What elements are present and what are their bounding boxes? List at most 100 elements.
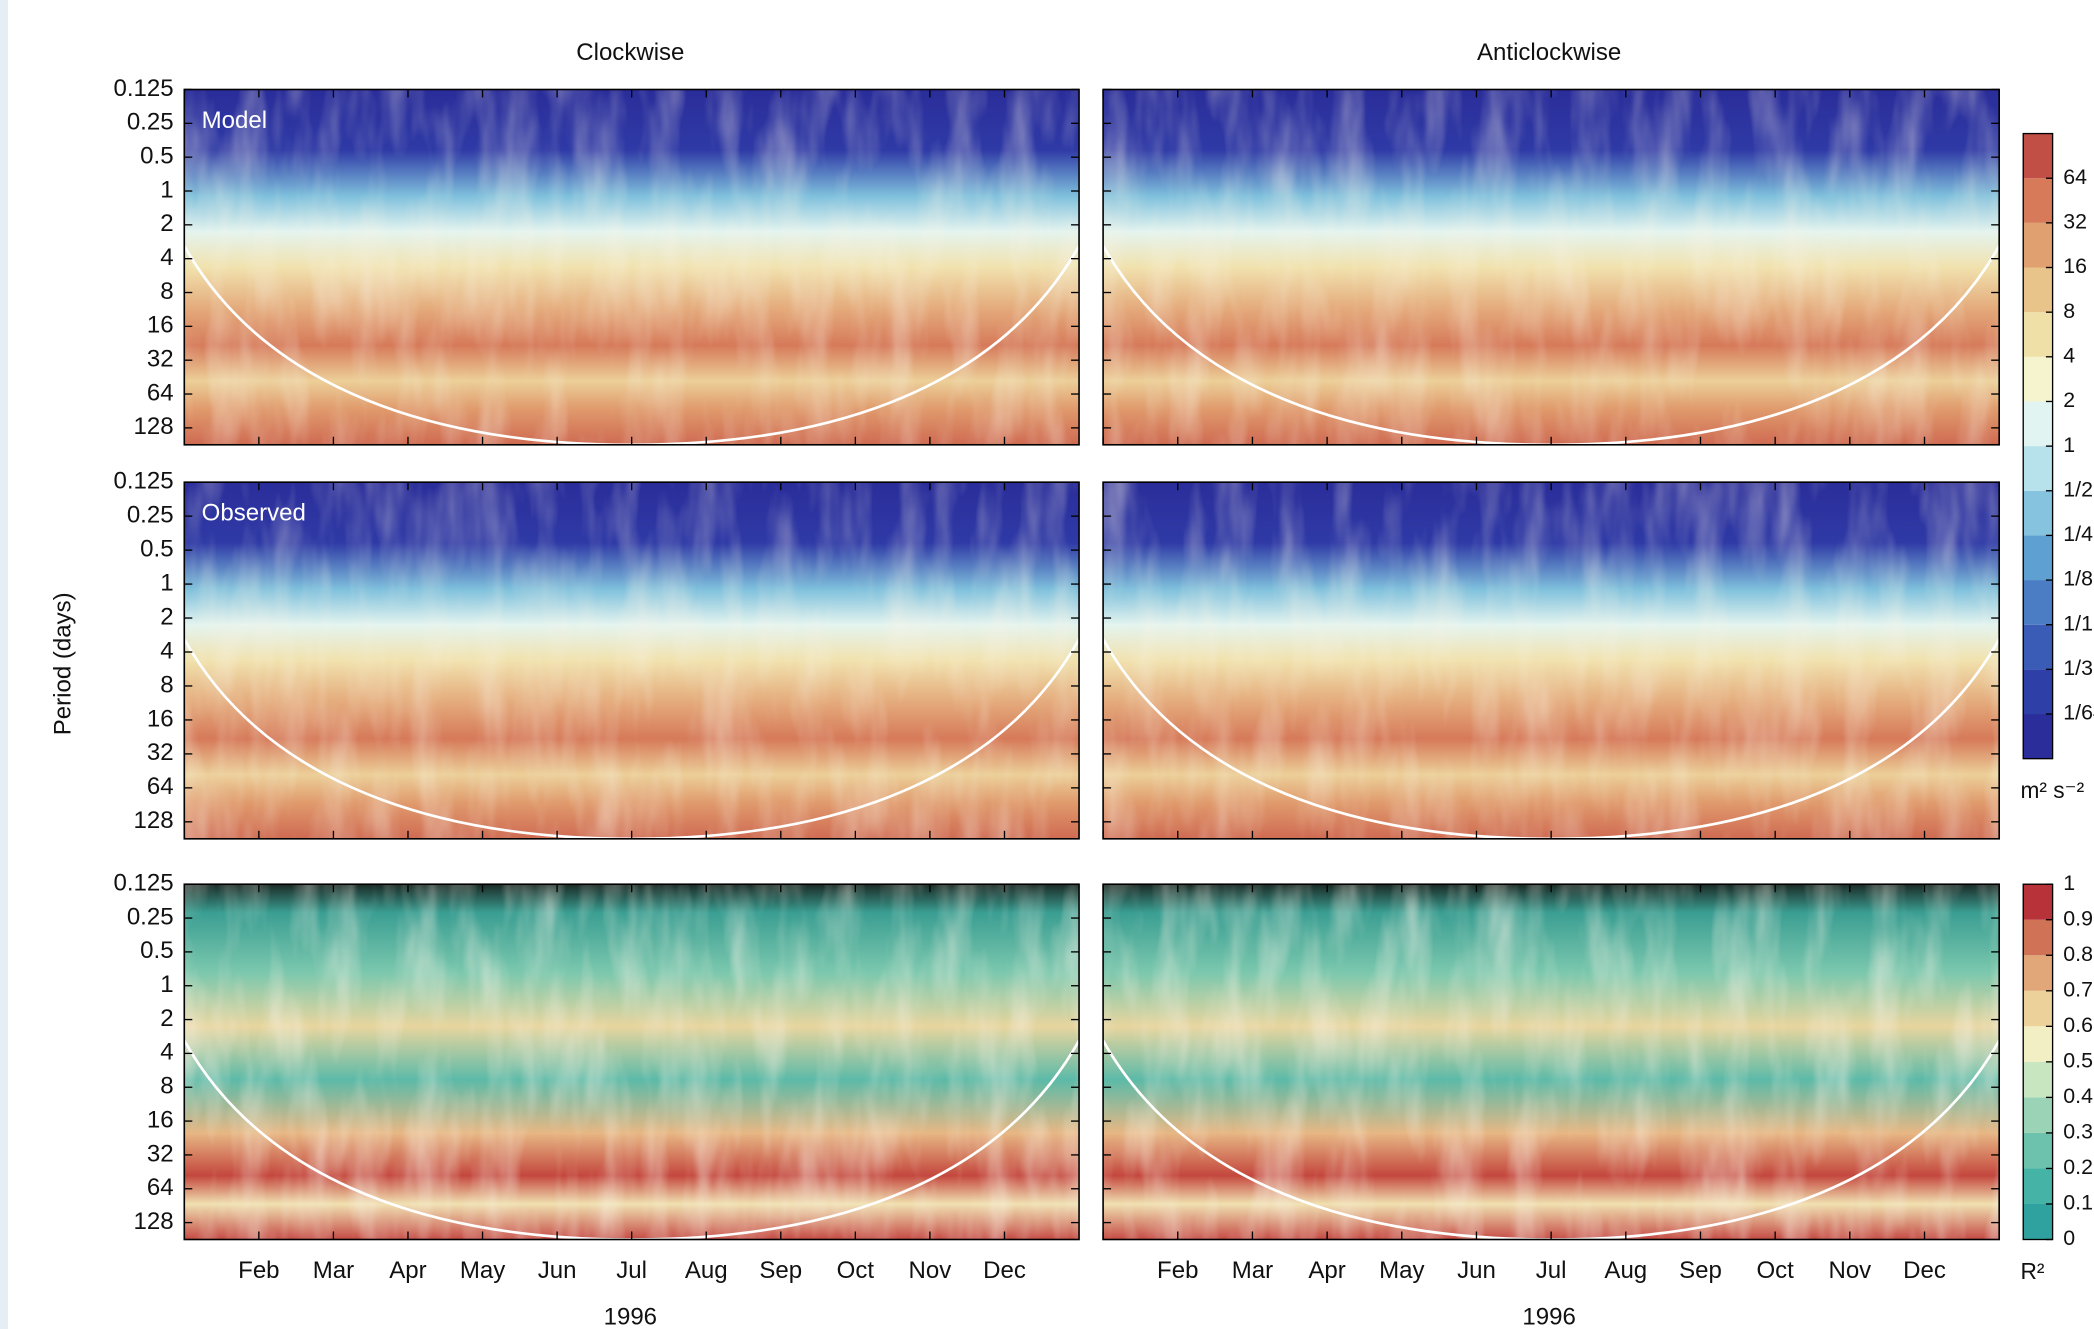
x-tick-label: Mar: [313, 1257, 354, 1284]
column-title: Anticlockwise: [1477, 39, 1621, 66]
colorbar-segment: [2023, 955, 2053, 991]
colorbar-tick-label: 1/32: [2063, 656, 2094, 680]
colorbar-segment: [2023, 267, 2053, 313]
x-tick-label: Dec: [1903, 1257, 1946, 1284]
x-axis-label: 1996: [1522, 1304, 1575, 1329]
colorbar-tick-label: 1/64: [2063, 701, 2094, 725]
colorbar-segment: [2023, 990, 2053, 1027]
colorbar-tick-label: 1/4: [2063, 522, 2093, 546]
y-axis-label: Period (days): [49, 592, 76, 735]
y-tick-label: 4: [160, 244, 173, 271]
colorbar-unit: R²: [2021, 1258, 2045, 1284]
y-tick-label: 0.125: [113, 75, 173, 102]
colorbar-segment: [2023, 919, 2053, 956]
x-tick-label: Feb: [1157, 1257, 1198, 1284]
y-tick-label: 32: [147, 1140, 174, 1167]
colorbar-tick-label: 1/16: [2063, 611, 2094, 635]
colorbar-tick-label: 4: [2063, 343, 2075, 367]
heatmap-texture: [184, 884, 1080, 1240]
panel: [184, 884, 1080, 1240]
y-tick-label: 1: [160, 176, 173, 203]
colorbar-segment: [2023, 624, 2053, 670]
y-tick-label: 1: [160, 971, 173, 998]
y-tick-label: 0.25: [127, 501, 174, 528]
x-tick-label: Feb: [238, 1257, 279, 1284]
y-tick-label: 0.5: [140, 143, 173, 170]
y-tick-label: 16: [147, 705, 174, 732]
colorbar-segment: [2023, 1168, 2053, 1204]
heatmap-texture: [1103, 482, 2000, 839]
cone-of-influence: [184, 245, 1080, 445]
colorbar-segment: [2023, 1061, 2053, 1098]
column-title: Clockwise: [576, 39, 684, 66]
colorbar-segment: [2023, 356, 2053, 402]
x-tick-label: Sep: [759, 1257, 802, 1284]
colorbar-tick-label: 2: [2063, 388, 2075, 412]
x-tick-label: Jun: [1457, 1257, 1496, 1284]
x-tick-label: Jul: [1536, 1257, 1567, 1284]
colorbar-tick-label: 0.3: [2063, 1120, 2093, 1144]
colorbar-segment: [2023, 178, 2053, 223]
x-tick-label: Nov: [909, 1257, 952, 1284]
y-tick-label: 1: [160, 569, 173, 596]
colorbar-segment: [2023, 401, 2053, 447]
y-tick-label: 64: [147, 773, 174, 800]
colorbar-tick-label: 0.6: [2063, 1013, 2093, 1037]
cone-of-influence: [184, 1039, 1080, 1240]
colorbar-tick-label: 64: [2063, 165, 2087, 189]
x-tick-label: Oct: [837, 1257, 875, 1284]
colorbar-tick-label: 1/2: [2063, 477, 2093, 501]
y-tick-label: 0.25: [127, 903, 174, 930]
panel: [1103, 884, 2000, 1240]
y-tick-label: 0.25: [127, 109, 174, 136]
colorbar-segment: [2023, 580, 2053, 625]
colorbar-unit: m² s⁻²: [2021, 777, 2085, 803]
y-tick-label: 128: [134, 413, 174, 440]
y-tick-label: 128: [134, 1208, 174, 1235]
heatmap-texture: [1103, 89, 2000, 445]
colorbar-tick-label: 0.8: [2063, 942, 2093, 966]
colorbar-tick-label: 16: [2063, 254, 2087, 278]
panel-label: Model: [202, 107, 267, 134]
y-tick-label: 16: [147, 1106, 174, 1133]
y-tick-label: 0.5: [140, 535, 173, 562]
y-tick-label: 4: [160, 637, 173, 664]
y-tick-label: 64: [147, 379, 174, 406]
y-tick-label: 16: [147, 312, 174, 339]
colorbar-segment: [2023, 222, 2053, 268]
colorbar-segment: [2023, 133, 2053, 179]
y-tick-label: 2: [160, 1005, 173, 1032]
panel: [184, 89, 1080, 445]
colorbar-tick-label: 0.5: [2063, 1049, 2093, 1073]
colorbar-tick-label: 1: [2063, 433, 2075, 457]
colorbar-tick-label: 1: [2063, 871, 2075, 895]
colorbar-segment: [2023, 714, 2053, 759]
x-axis-label: 1996: [604, 1304, 657, 1329]
colorbar-tick-label: 8: [2063, 299, 2075, 323]
colorbar-tick-label: 1/8: [2063, 567, 2093, 591]
x-tick-label: May: [1379, 1257, 1424, 1284]
colorbar-segment: [2023, 312, 2053, 357]
panel: [1103, 89, 2000, 445]
colorbar-tick-label: 0.9: [2063, 906, 2093, 930]
y-tick-label: 8: [160, 671, 173, 698]
panels: 0.1250.250.51248163264128Model0.1250.250…: [113, 75, 2094, 1284]
x-tick-label: Aug: [685, 1257, 728, 1284]
cone-of-influence: [1103, 245, 2000, 445]
panel-label: Observed: [202, 500, 306, 527]
colorbar-segment: [2023, 1097, 2053, 1133]
x-tick-label: Aug: [1604, 1257, 1647, 1284]
colorbar-segment: [2023, 490, 2053, 536]
y-tick-label: 8: [160, 1073, 173, 1100]
colorbar-segment: [2023, 1203, 2053, 1240]
colorbar-segment: [2023, 1026, 2053, 1062]
x-tick-label: Jun: [538, 1257, 577, 1284]
y-tick-label: 0.125: [113, 870, 173, 897]
y-tick-label: 2: [160, 603, 173, 630]
cone-of-influence: [1103, 1039, 2000, 1240]
colorbar-segment: [2023, 669, 2053, 715]
page-edge: [0, 0, 9, 1329]
y-tick-label: 0.125: [113, 468, 173, 495]
y-tick-label: 64: [147, 1174, 174, 1201]
y-tick-label: 8: [160, 278, 173, 305]
